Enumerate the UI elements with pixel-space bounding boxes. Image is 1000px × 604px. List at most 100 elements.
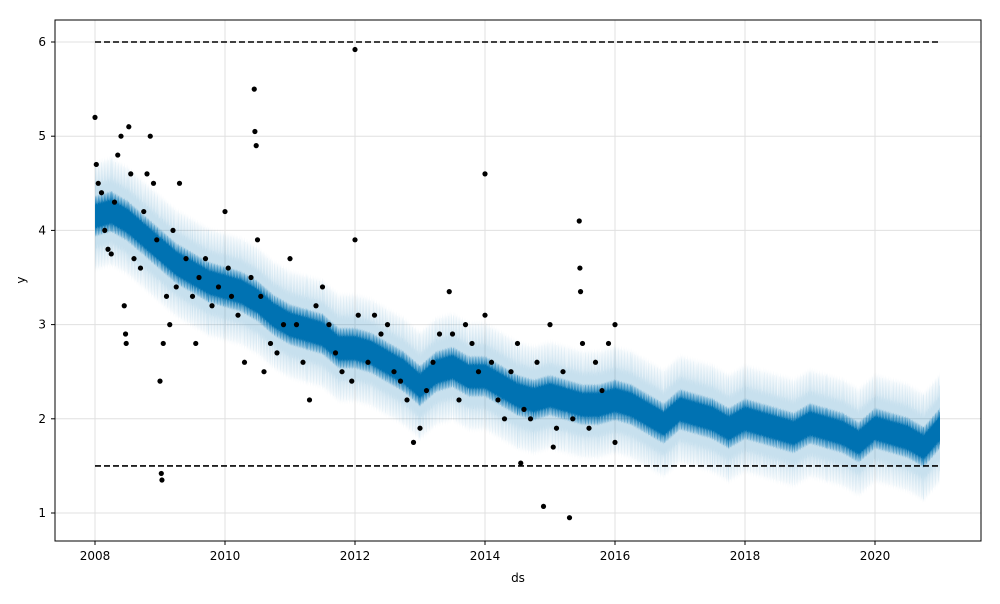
observed-point xyxy=(163,293,170,299)
observed-point xyxy=(248,274,254,281)
observed-point xyxy=(193,340,199,347)
observed-point xyxy=(228,293,235,299)
forecast-yhat xyxy=(95,190,940,469)
x-tick-label: 2018 xyxy=(730,549,761,563)
observed-point xyxy=(170,227,176,233)
observed-point xyxy=(423,387,430,394)
observed-point xyxy=(612,322,618,328)
observed-point xyxy=(586,425,592,431)
observed-point xyxy=(576,218,582,224)
observed-point xyxy=(95,180,101,186)
observed-point xyxy=(105,246,111,252)
observed-point xyxy=(157,378,163,384)
observed-point xyxy=(456,397,462,403)
observed-point xyxy=(300,359,306,365)
observed-point xyxy=(527,416,534,422)
observed-point xyxy=(209,303,215,309)
observed-point xyxy=(235,312,241,318)
observed-point xyxy=(550,444,556,450)
observed-point xyxy=(167,322,173,328)
observed-point xyxy=(540,503,547,510)
y-axis: 1 2 3 4 5 6 xyxy=(38,35,55,520)
observed-point xyxy=(253,143,259,149)
y-axis-label: y xyxy=(14,276,28,283)
x-tick-label: 2014 xyxy=(470,549,501,563)
observed-point xyxy=(417,425,423,431)
observed-point xyxy=(102,227,108,233)
y-tick-label: 3 xyxy=(38,318,46,332)
x-tick-label: 2010 xyxy=(210,549,241,563)
observed-point xyxy=(202,256,209,262)
observed-point xyxy=(469,340,475,347)
observed-point xyxy=(123,340,129,347)
observed-point xyxy=(612,439,618,445)
observed-point xyxy=(508,369,514,375)
observed-point xyxy=(462,322,469,328)
observed-point xyxy=(159,477,165,483)
observed-point xyxy=(592,359,599,365)
observed-point xyxy=(577,265,583,271)
observed-point xyxy=(501,416,508,422)
x-tick-label: 2008 xyxy=(80,549,111,563)
observed-point xyxy=(274,350,280,356)
observed-point xyxy=(313,303,319,309)
observed-point xyxy=(293,322,300,328)
observed-point xyxy=(566,515,573,521)
observed-point xyxy=(150,180,157,186)
observed-point xyxy=(158,470,164,477)
y-tick-label: 4 xyxy=(38,223,46,237)
observed-point xyxy=(436,331,443,337)
observed-point xyxy=(108,251,114,257)
observed-point xyxy=(160,340,166,347)
observed-point xyxy=(482,171,488,177)
observed-point xyxy=(339,369,345,375)
observed-point xyxy=(241,359,248,365)
observed-point xyxy=(579,340,586,347)
observed-point xyxy=(254,237,261,243)
observed-point xyxy=(371,312,378,318)
observed-point xyxy=(189,293,196,299)
observed-point xyxy=(391,369,397,375)
observed-point xyxy=(225,265,231,271)
observed-point xyxy=(176,180,183,186)
observed-point xyxy=(332,350,339,356)
observed-point xyxy=(115,152,121,158)
observed-point xyxy=(222,208,228,215)
observed-point xyxy=(410,439,417,445)
observed-point xyxy=(280,322,287,328)
x-tick-label: 2020 xyxy=(860,549,891,563)
observed-point xyxy=(319,284,326,290)
observed-point xyxy=(98,190,105,196)
observed-point xyxy=(553,425,560,431)
x-tick-label: 2012 xyxy=(340,549,371,563)
observed-point xyxy=(252,128,258,135)
observed-point xyxy=(397,378,404,384)
x-axis: 2008 2010 2012 2014 2016 2018 2020 xyxy=(80,541,891,563)
observed-point xyxy=(577,289,584,295)
observed-point xyxy=(365,359,371,365)
interval-band xyxy=(95,154,940,504)
observed-point xyxy=(111,199,118,205)
x-axis-label: ds xyxy=(511,571,525,585)
observed-point xyxy=(121,303,127,309)
observed-point xyxy=(482,312,488,318)
observed-point xyxy=(518,460,524,466)
observed-point xyxy=(378,331,384,337)
observed-point xyxy=(154,237,160,243)
observed-point xyxy=(126,124,132,130)
observed-point xyxy=(261,369,267,375)
observed-point xyxy=(251,86,257,92)
observed-point xyxy=(547,322,553,328)
observed-point xyxy=(267,340,274,347)
observed-point xyxy=(570,416,576,422)
y-tick-label: 5 xyxy=(38,129,46,143)
observed-point xyxy=(326,322,332,328)
observed-point xyxy=(258,293,264,299)
y-tick-label: 6 xyxy=(38,35,46,49)
x-tick-label: 2016 xyxy=(600,549,631,563)
observed-point xyxy=(128,171,134,177)
observed-point xyxy=(449,331,456,337)
observed-point xyxy=(196,274,202,281)
observed-point xyxy=(404,397,410,403)
